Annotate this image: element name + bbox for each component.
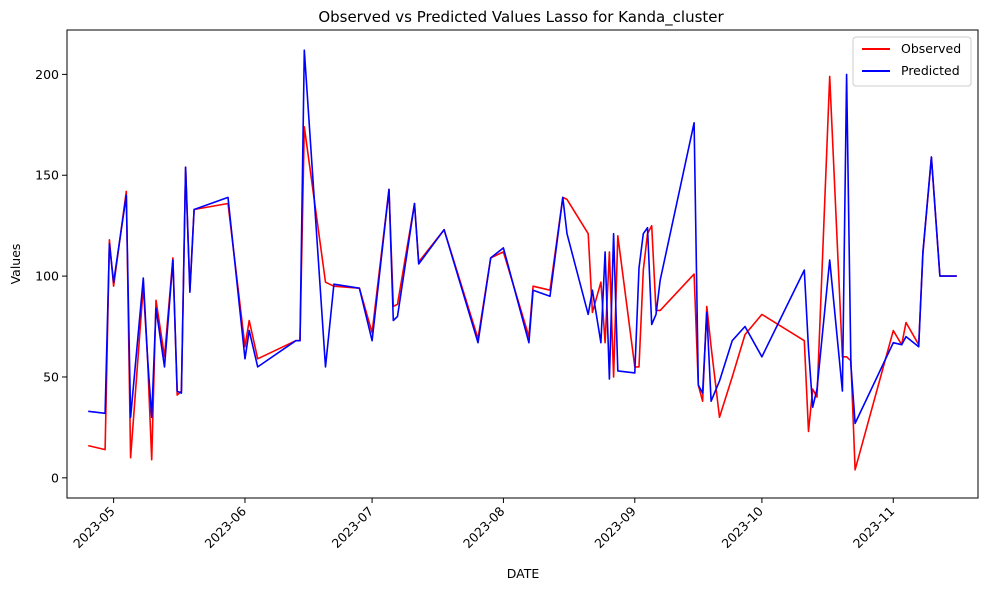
y-tick-label: 150 — [35, 168, 59, 183]
plot-frame — [66, 29, 979, 499]
y-tick-label: 100 — [35, 269, 59, 284]
legend: Observed Predicted — [852, 36, 972, 87]
series-lines — [88, 49, 957, 471]
y-tick-label: 200 — [35, 67, 59, 82]
x-axis-label: DATE — [507, 566, 540, 581]
y-axis-label: Values — [8, 244, 23, 285]
y-tick-label: 50 — [43, 369, 59, 384]
legend-label-observed: Observed — [901, 41, 961, 56]
y-axis: 0 50 100 150 200 — [35, 67, 67, 485]
y-tick-label: 0 — [51, 470, 59, 485]
chart-title: Observed vs Predicted Values Lasso for K… — [318, 8, 724, 27]
legend-label-predicted: Predicted — [901, 63, 960, 78]
series-line-predicted — [88, 49, 957, 425]
